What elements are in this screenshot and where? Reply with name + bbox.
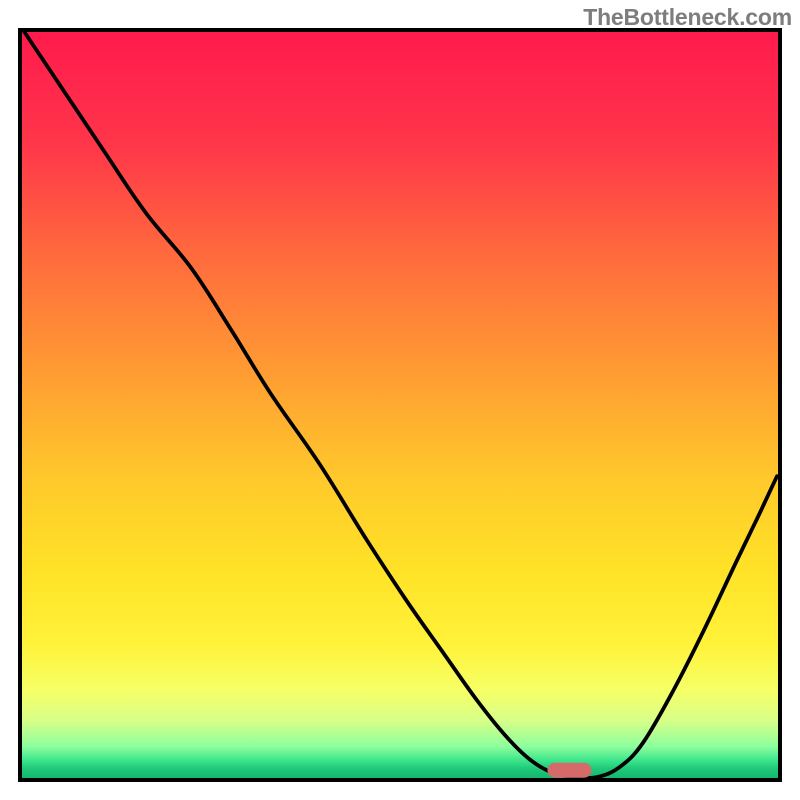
plot-gradient-bg <box>20 30 780 780</box>
optimal-marker <box>547 763 591 778</box>
chart-stage: TheBottleneck.com <box>0 0 800 800</box>
watermark-text: TheBottleneck.com <box>583 4 792 31</box>
bottleneck-chart <box>0 0 800 800</box>
